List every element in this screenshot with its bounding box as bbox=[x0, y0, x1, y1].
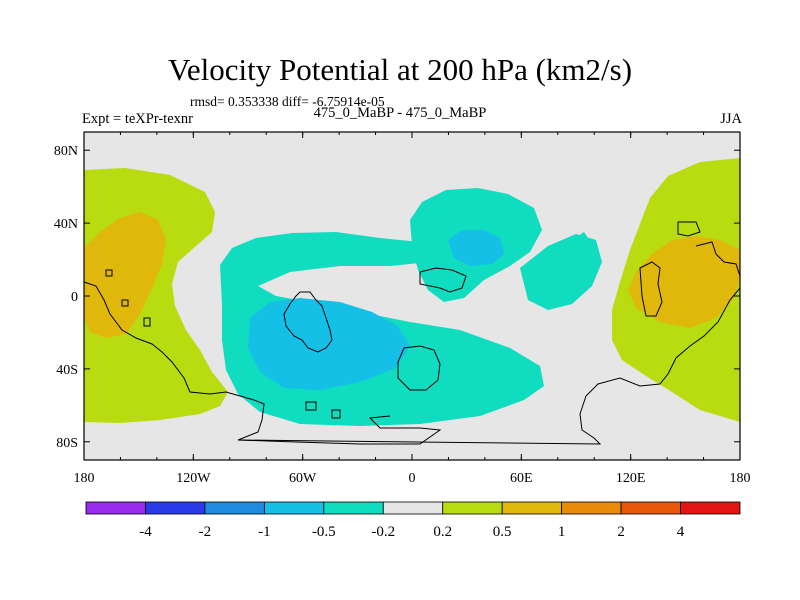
colorbar-swatch bbox=[382, 501, 444, 515]
colorbar bbox=[85, 501, 741, 515]
lon-tick-label: 180 bbox=[730, 471, 751, 486]
lat-tick-label: 80S bbox=[56, 436, 78, 451]
colorbar-label: 0.5 bbox=[493, 524, 512, 540]
latitude-labels: 80N 40N 0 40S 80S bbox=[54, 144, 78, 451]
colorbar-label: 0.2 bbox=[433, 524, 452, 540]
region-east-positive-core bbox=[628, 236, 740, 328]
positive-mid-regions bbox=[84, 212, 740, 338]
lat-tick-label: 80N bbox=[54, 144, 78, 159]
colorbar-label: 1 bbox=[558, 524, 566, 540]
lon-tick-label: 60W bbox=[289, 471, 317, 486]
colorbar-label: 2 bbox=[617, 524, 625, 540]
colorbar-labels: -4 -2 -1 -0.5 -0.2 0.2 0.5 1 2 4 bbox=[139, 524, 685, 540]
region-small-negative-2 bbox=[578, 232, 588, 240]
coast-indonesia bbox=[639, 221, 741, 317]
coast-south-america bbox=[283, 291, 333, 353]
coast-antarctica bbox=[237, 287, 741, 445]
lon-tick-label: 120W bbox=[176, 471, 211, 486]
colorbar-swatch bbox=[442, 501, 503, 515]
colorbar-label: -1 bbox=[258, 524, 271, 540]
colorbar-swatch bbox=[561, 501, 622, 515]
colorbar-label: -0.2 bbox=[371, 524, 395, 540]
axis-ticks bbox=[83, 132, 741, 460]
coast-small-islands bbox=[105, 269, 341, 419]
longitude-labels: 180 120W 60W 0 60E 120E 180 bbox=[74, 471, 751, 486]
lon-tick-label: 60E bbox=[510, 471, 533, 486]
colorbar-swatch bbox=[680, 501, 741, 515]
region-asia-negative-core bbox=[448, 230, 504, 266]
region-indian-ocean-negative bbox=[520, 234, 602, 310]
season-label: JJA bbox=[720, 111, 742, 127]
colorbar-swatch bbox=[620, 501, 681, 515]
lon-tick-label: 180 bbox=[74, 471, 95, 486]
colorbar-swatch bbox=[263, 501, 325, 515]
coastlines bbox=[83, 221, 741, 445]
coast-australia-west bbox=[83, 281, 442, 445]
colorbar-swatch bbox=[85, 501, 146, 515]
map-title: Velocity Potential at 200 hPa (km2/s) bbox=[167, 52, 633, 87]
lat-tick-label: 40N bbox=[54, 217, 78, 232]
colorbar-label: -4 bbox=[139, 524, 152, 540]
colorbar-swatch bbox=[501, 501, 563, 515]
experiment-label: Expt = teXPr-texnr bbox=[82, 111, 193, 127]
lat-tick-label: 40S bbox=[56, 363, 78, 378]
colorbar-swatch bbox=[145, 501, 206, 515]
lat-tick-label: 0 bbox=[71, 290, 78, 305]
lon-tick-label: 120E bbox=[616, 471, 646, 486]
region-small-negative bbox=[340, 240, 354, 246]
case-label: 475_0_MaBP - 475_0_MaBP bbox=[313, 105, 487, 121]
colorbar-label: -0.5 bbox=[312, 524, 336, 540]
colorbar-swatch bbox=[204, 501, 265, 515]
lon-tick-label: 0 bbox=[409, 471, 416, 486]
stats-line: rmsd= 0.353338 diff= -6.75914e-05 bbox=[190, 94, 385, 109]
colorbar-label: -2 bbox=[199, 524, 212, 540]
region-west-positive-core bbox=[84, 212, 166, 338]
colorbar-label: 4 bbox=[677, 524, 685, 540]
coast-africa bbox=[397, 267, 467, 391]
colorbar-swatch bbox=[323, 501, 384, 515]
